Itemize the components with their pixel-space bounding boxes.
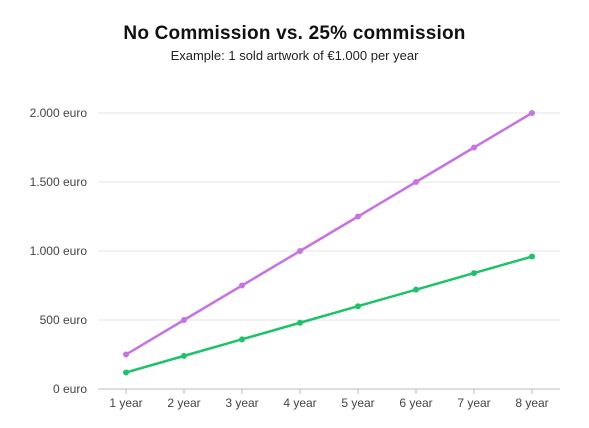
data-point[interactable] <box>529 110 535 116</box>
x-tick-label: 7 year <box>457 396 490 410</box>
data-point[interactable] <box>297 319 303 326</box>
chart-subtitle: Example: 1 sold artwork of €1.000 per ye… <box>170 48 419 63</box>
y-tick-label: 2.000 euro <box>30 106 88 120</box>
x-tick-label: 6 year <box>399 396 432 410</box>
x-tick-label: 1 year <box>109 396 142 410</box>
y-tick-label: 0 euro <box>53 382 87 396</box>
data-point[interactable] <box>239 336 245 343</box>
x-tick-label: 2 year <box>167 396 200 410</box>
series-lines <box>123 110 535 376</box>
x-axis-ticks: 1 year 2 year 3 year 4 year 5 year 6 year 7 ye… <box>109 389 549 410</box>
grid-lines <box>98 112 560 390</box>
series-2 <box>123 253 535 376</box>
x-tick-label: 3 year <box>225 396 258 410</box>
data-point[interactable] <box>529 253 535 260</box>
chart-title: No Commission vs. 25% commission <box>123 23 466 44</box>
data-point[interactable] <box>239 282 245 289</box>
data-point[interactable] <box>413 179 419 185</box>
data-point[interactable] <box>355 213 361 220</box>
data-point[interactable] <box>471 270 477 277</box>
x-tick-label: 4 year <box>283 396 316 410</box>
y-tick-label: 1.500 euro <box>30 175 88 189</box>
data-point[interactable] <box>413 286 419 293</box>
data-point[interactable] <box>181 352 187 359</box>
data-point[interactable] <box>123 351 129 358</box>
data-point[interactable] <box>355 303 361 310</box>
x-tick-label: 5 year <box>341 396 374 410</box>
y-tick-label: 500 euro <box>40 313 88 327</box>
series-line <box>124 255 534 374</box>
data-point[interactable] <box>181 317 187 323</box>
series-line <box>124 111 534 356</box>
y-axis-ticks: 0 euro 500 euro 1.000 euro 1.500 euro 2.000 … <box>30 106 88 396</box>
data-point[interactable] <box>297 248 303 254</box>
data-point[interactable] <box>471 144 477 151</box>
x-tick-label: 8 year <box>515 396 548 410</box>
series-1 <box>123 110 535 358</box>
y-tick-label: 1.000 euro <box>30 244 88 258</box>
data-point[interactable] <box>123 369 129 376</box>
